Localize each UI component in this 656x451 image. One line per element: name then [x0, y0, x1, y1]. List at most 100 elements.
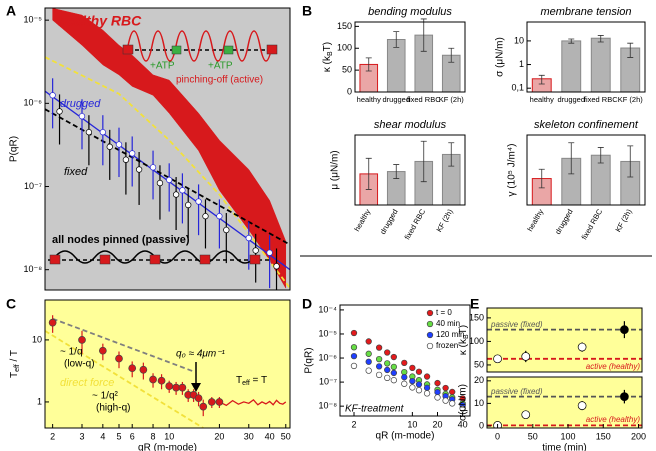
point	[215, 398, 224, 406]
point	[415, 387, 423, 394]
plot-background	[487, 377, 642, 428]
point	[577, 342, 587, 352]
y-axis-label: P(qR)	[9, 136, 20, 162]
panel-label: D	[302, 296, 312, 312]
x-axis-label: time (min)	[542, 443, 586, 451]
point	[179, 187, 186, 194]
plot-area	[531, 154, 641, 205]
error-bar	[627, 42, 634, 58]
point	[365, 338, 372, 345]
y-axis-label: γ (10⁵ J/m⁴)	[507, 144, 518, 197]
point	[442, 397, 449, 404]
category-label: KF (2h)	[434, 207, 455, 234]
point	[157, 376, 166, 385]
point	[350, 352, 358, 360]
series-label: direct force	[60, 377, 114, 389]
point	[415, 381, 423, 388]
category-label: drugged	[553, 207, 575, 235]
point	[122, 156, 130, 163]
plot-frame	[44, 299, 291, 429]
panel-label: C	[6, 296, 16, 312]
error-bar	[597, 35, 604, 43]
category-label: healthy	[525, 207, 545, 233]
plot-frame	[339, 304, 471, 417]
category-label: fixed RBC	[407, 95, 441, 104]
y-axis-label-part: T	[9, 372, 20, 378]
point	[434, 389, 441, 396]
category-label: KF (2h)	[613, 207, 634, 234]
point	[365, 358, 372, 365]
x-axis-label: qR (m-mode)	[138, 443, 197, 451]
error-bar	[420, 18, 427, 52]
y-tick-label: 10⁻⁸	[318, 401, 337, 411]
x-axis-label: qR (m-mode)	[376, 431, 435, 442]
sketch-shape	[199, 254, 211, 265]
point	[577, 401, 587, 411]
y-axis-label: Teff / T	[9, 350, 22, 378]
annotation-part: T	[236, 375, 242, 386]
legend-label: 120 min	[436, 330, 464, 339]
series-label: drugged	[60, 98, 101, 110]
annotation: +ATP	[208, 61, 233, 72]
point	[409, 384, 416, 391]
point	[390, 369, 397, 377]
point	[199, 402, 208, 411]
point	[459, 405, 466, 412]
sketch-shape	[249, 254, 261, 265]
x-tick-label: 100	[561, 431, 576, 441]
category-label: drugged	[382, 95, 410, 104]
y-tick-label: 10	[32, 334, 42, 344]
sketch-shape	[171, 45, 182, 55]
sketch-shape	[266, 44, 278, 55]
point	[273, 263, 280, 270]
point	[384, 360, 391, 367]
point	[252, 247, 259, 254]
chart-title: bending modulus	[368, 6, 452, 18]
sketch-shape	[223, 45, 234, 55]
x-tick-label: 50	[528, 431, 538, 441]
annotation: pinching-off (active)	[176, 75, 263, 86]
point	[185, 201, 192, 209]
point	[449, 388, 456, 396]
point	[415, 368, 423, 375]
legend-marker	[426, 309, 434, 317]
point	[493, 354, 502, 364]
point	[390, 377, 397, 384]
annotation: q₀ ≈ 4μm⁻¹	[176, 349, 225, 360]
x-tick-label: 2	[351, 419, 356, 429]
x-tick-label: 150	[596, 431, 611, 441]
line	[52, 317, 194, 373]
plot-area	[45, 8, 290, 290]
sketch-shape	[99, 254, 111, 265]
y-axis-label-part: T)	[458, 325, 469, 334]
point	[434, 394, 441, 401]
y-tick-label: 10⁻⁶	[319, 352, 338, 362]
point	[149, 164, 157, 171]
line	[45, 330, 204, 428]
category-label: fixed RBC	[403, 207, 428, 241]
error-bar	[568, 142, 575, 175]
series-label: active (healthy)	[586, 415, 641, 424]
point	[99, 129, 106, 136]
point	[390, 353, 397, 361]
point	[449, 400, 456, 407]
error-bar	[365, 157, 372, 190]
x-tick-label: 20	[214, 431, 224, 441]
point	[434, 379, 441, 387]
point	[375, 344, 383, 351]
y-axis-label-part: κ (k	[322, 55, 333, 72]
y-tick-label: 1	[37, 396, 42, 406]
point	[135, 166, 143, 173]
point	[350, 329, 358, 337]
error-bar	[420, 140, 427, 183]
y-tick-label: 1	[519, 59, 524, 69]
y-axis-label-part: / T	[9, 350, 20, 364]
category-label: healthy	[357, 95, 381, 104]
point	[49, 92, 56, 99]
point	[172, 383, 180, 392]
point	[166, 176, 173, 184]
y-tick-label: 10	[474, 398, 484, 408]
category-label: drugged	[378, 207, 400, 235]
point	[56, 108, 63, 115]
